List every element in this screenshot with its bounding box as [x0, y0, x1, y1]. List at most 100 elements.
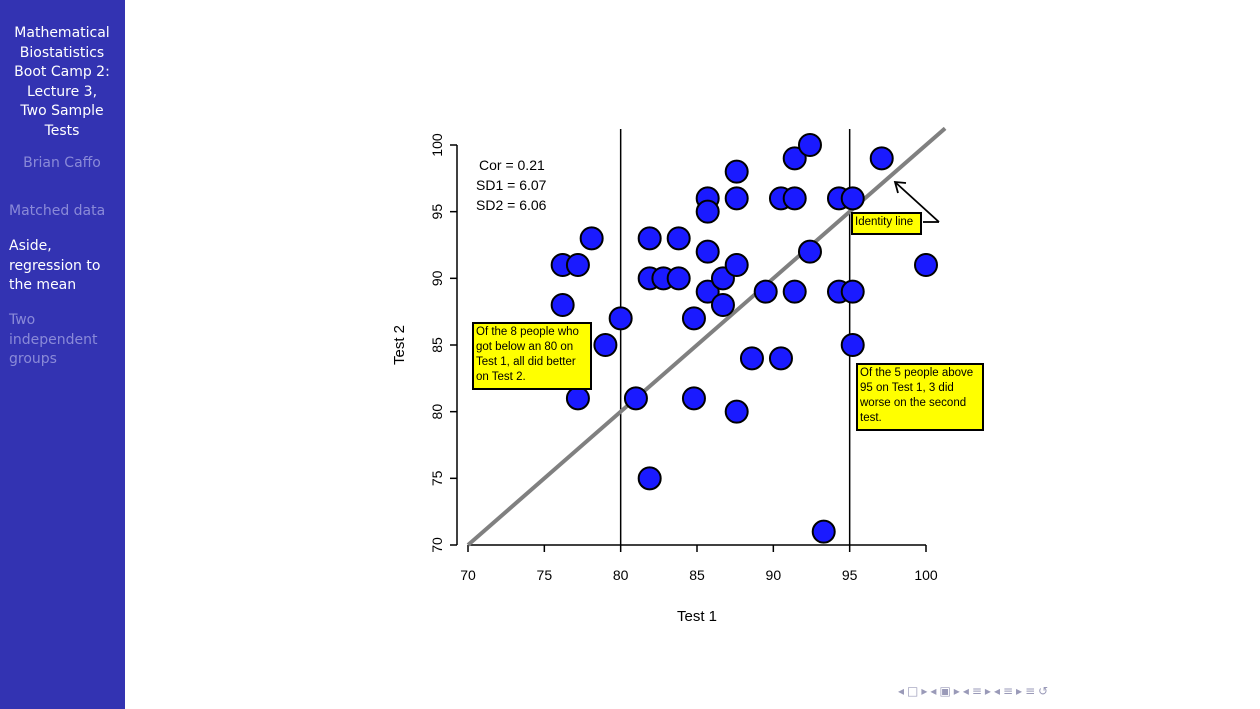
data-point: [724, 253, 749, 277]
sidebar-item-regression-to-mean[interactable]: Aside, regression to the mean: [9, 237, 100, 296]
stat-label: Cor = 0.21: [479, 157, 545, 173]
title-line: Boot Camp 2:: [14, 64, 110, 80]
stat-label: SD2 = 6.06: [476, 197, 547, 213]
subsection-box-icon[interactable]: ≡: [971, 684, 982, 698]
data-point: [637, 226, 662, 251]
y-tick-label: 85: [429, 337, 445, 353]
stat-label: SD1 = 6.07: [476, 177, 547, 193]
y-tick-label: 80: [429, 404, 445, 420]
chart-axes: 70 75 80 85 90 95 100 70 75 80 85 90 95 100 Cor = 0.21…: [429, 133, 938, 583]
x-axis-label: Test 1: [677, 608, 717, 625]
data-point: [681, 306, 706, 331]
data-point: [782, 186, 807, 211]
y-axis-label: Test 2: [391, 325, 408, 365]
x-tick-label: 90: [766, 567, 782, 583]
data-point: [608, 306, 633, 331]
identity-arrow-head: [893, 180, 907, 194]
title-line: Mathematical: [14, 25, 110, 41]
y-tick-label: 70: [429, 537, 445, 553]
data-point: [724, 399, 749, 424]
sidebar: Mathematical Biostatistics Boot Camp 2: …: [0, 0, 125, 709]
identity-line-path: [466, 126, 947, 547]
annotation-below-80-box: [472, 322, 592, 390]
annotation-above-95-box: [856, 363, 984, 431]
data-point: [753, 279, 778, 304]
y-tick-label: 90: [429, 270, 445, 286]
x-tick-label: 85: [689, 567, 705, 583]
data-points: [550, 133, 938, 544]
sidebar-item-label: Two: [9, 312, 36, 328]
identity-arrow-shaft: [894, 181, 940, 223]
data-point: [593, 333, 618, 357]
annotation-below-80-text: on Test 2.: [476, 371, 526, 383]
annotation-below-80-text: Of the 8 people who: [476, 326, 579, 338]
data-point: [840, 186, 865, 211]
data-point: [695, 239, 720, 264]
annotation-above-95: Of the 5 people above 95 on Test 1, 3 did…: [856, 363, 984, 431]
annotations: Of the 8 people who got below an 80 on Tes…: [472, 180, 984, 431]
sidebar-item-label: regression to: [9, 257, 101, 274]
data-point: [681, 386, 706, 411]
section-prev-icon[interactable]: ◂: [993, 684, 1000, 698]
data-point: [695, 279, 720, 304]
data-point: [637, 466, 662, 491]
annotation-identity-line-box: [851, 212, 922, 235]
section-next-icon[interactable]: ▸: [1016, 684, 1023, 698]
x-tick-label: 95: [842, 567, 858, 583]
data-point: [797, 133, 822, 157]
annotation-below-80: Of the 8 people who got below an 80 on Tes…: [472, 322, 592, 390]
data-point: [550, 293, 575, 317]
subsection-prev-icon[interactable]: ◂: [962, 684, 969, 698]
section-box-icon[interactable]: ≡: [1002, 684, 1014, 698]
annotation-below-80-text: got below an 80 on: [476, 341, 573, 353]
data-point: [666, 226, 691, 251]
frame-box-icon[interactable]: ▣: [939, 684, 951, 698]
beamer-navigation: ◂ □ ▸ ◂ ▣ ▸ ◂ ≡ ▸ ◂ ≡ ▸ ≡ ↺: [898, 684, 1051, 698]
frame-next-icon[interactable]: ▸: [953, 684, 960, 698]
y-tick-label: 75: [429, 470, 445, 486]
data-point: [797, 239, 822, 264]
title-line: Lecture 3,: [26, 83, 98, 100]
subsection-next-icon[interactable]: ▸: [984, 684, 991, 698]
data-point: [579, 226, 604, 251]
data-point: [840, 279, 865, 304]
data-point: [724, 159, 749, 184]
presentation-title[interactable]: Mathematical Biostatistics Boot Camp 2: …: [4, 24, 120, 141]
x-tick-label: 70: [460, 567, 476, 583]
title-line: Biostatistics: [19, 44, 105, 61]
sidebar-item-matched-data[interactable]: Matched data: [9, 202, 105, 222]
search-icon[interactable]: ↺: [1038, 684, 1049, 698]
slide-prev-icon[interactable]: ◂: [898, 684, 905, 698]
annotation-above-95-text: 95 on Test 1, 3 did: [860, 382, 954, 394]
slide-next-icon[interactable]: ▸: [921, 684, 928, 698]
x-tick-label: 80: [613, 567, 629, 583]
annotation-identity-line: Identity line: [851, 212, 922, 235]
data-point: [914, 253, 938, 277]
title-line: Tests: [44, 122, 80, 139]
y-tick-label: 95: [429, 204, 445, 220]
author-name[interactable]: Brian Caffo: [23, 155, 101, 171]
sidebar-item-label: groups: [9, 351, 57, 367]
annotation-above-95-text: Of the 5 people above: [860, 367, 973, 379]
x-tick-label: 75: [537, 567, 553, 583]
data-point: [695, 199, 720, 224]
annotation-above-95-text: test.: [860, 412, 882, 424]
sidebar-item-label: Aside,: [9, 238, 52, 254]
data-point: [782, 146, 807, 171]
outline-icon[interactable]: ≡: [1025, 684, 1036, 698]
data-point: [565, 253, 590, 277]
annotation-identity-line-text: Identity line: [855, 216, 913, 228]
sidebar-item-two-independent-groups[interactable]: Two independent groups: [9, 311, 98, 370]
data-point: [623, 386, 648, 411]
slide-box-icon[interactable]: □: [907, 684, 919, 698]
x-tick-label: 100: [914, 567, 938, 583]
data-point: [710, 293, 735, 317]
frame-prev-icon[interactable]: ◂: [930, 684, 937, 698]
scatter-chart: 70 75 80 85 90 95 100 70 75 80 85 90 95 100 Cor = 0.21…: [391, 126, 984, 625]
identity-line: [466, 126, 947, 547]
data-point: [840, 333, 865, 357]
data-point: [782, 279, 807, 304]
y-tick-label: 100: [429, 133, 445, 157]
sidebar-item-label: the mean: [9, 277, 77, 293]
data-point: [811, 519, 836, 544]
